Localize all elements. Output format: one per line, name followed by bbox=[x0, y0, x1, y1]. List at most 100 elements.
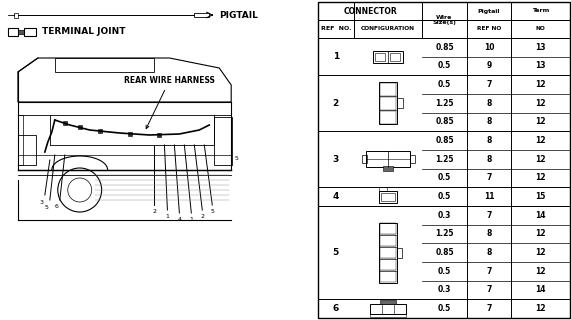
Bar bbox=[127, 132, 131, 136]
Bar bbox=[380, 83, 396, 96]
Text: 3: 3 bbox=[40, 200, 44, 205]
Bar bbox=[380, 223, 396, 234]
Text: 12: 12 bbox=[536, 304, 546, 313]
Text: 5: 5 bbox=[45, 205, 49, 210]
Text: 0.3: 0.3 bbox=[438, 211, 451, 220]
Bar bbox=[376, 53, 385, 61]
Text: 4: 4 bbox=[178, 217, 182, 222]
Text: 0.85: 0.85 bbox=[435, 136, 454, 145]
Bar bbox=[383, 166, 393, 171]
Text: 5: 5 bbox=[234, 156, 238, 161]
Text: NO: NO bbox=[536, 27, 546, 31]
Text: 1: 1 bbox=[333, 52, 339, 61]
Text: 7: 7 bbox=[486, 173, 492, 182]
Text: 4: 4 bbox=[332, 192, 339, 201]
Text: 5: 5 bbox=[333, 248, 339, 257]
Bar bbox=[14, 12, 18, 18]
Bar bbox=[379, 191, 397, 203]
Text: 12: 12 bbox=[536, 136, 546, 145]
Text: 0.5: 0.5 bbox=[438, 192, 451, 201]
Text: 0.5: 0.5 bbox=[438, 80, 451, 89]
Bar bbox=[78, 125, 82, 129]
Bar bbox=[63, 121, 67, 125]
Bar bbox=[379, 223, 397, 283]
Text: 8: 8 bbox=[486, 155, 492, 164]
Text: 13: 13 bbox=[536, 61, 546, 70]
Bar bbox=[380, 247, 396, 258]
Text: 11: 11 bbox=[484, 192, 494, 201]
Text: 1: 1 bbox=[166, 214, 170, 219]
Bar bbox=[18, 135, 36, 165]
Text: CONFIGURATION: CONFIGURATION bbox=[361, 27, 415, 31]
Text: 12: 12 bbox=[536, 117, 546, 126]
Bar bbox=[370, 314, 406, 317]
Bar bbox=[24, 28, 36, 36]
Bar bbox=[379, 187, 387, 191]
Bar bbox=[362, 155, 367, 163]
Text: 2: 2 bbox=[200, 214, 204, 219]
Text: 12: 12 bbox=[536, 173, 546, 182]
Text: 12: 12 bbox=[536, 248, 546, 257]
Bar bbox=[373, 51, 403, 63]
Text: REF NO: REF NO bbox=[477, 27, 501, 31]
Text: 8: 8 bbox=[486, 117, 492, 126]
Text: 0.3: 0.3 bbox=[438, 285, 451, 294]
Bar bbox=[214, 117, 232, 165]
Bar bbox=[397, 248, 402, 258]
Text: 6: 6 bbox=[55, 204, 59, 209]
Text: 0.85: 0.85 bbox=[435, 43, 454, 52]
Bar bbox=[8, 28, 18, 36]
Text: 7: 7 bbox=[486, 80, 492, 89]
Text: 12: 12 bbox=[536, 267, 546, 276]
Bar bbox=[410, 155, 415, 163]
Text: 12: 12 bbox=[536, 99, 546, 108]
Text: TERMINAL JOINT: TERMINAL JOINT bbox=[42, 28, 126, 36]
Text: 8: 8 bbox=[486, 99, 492, 108]
Text: 0.5: 0.5 bbox=[438, 304, 451, 313]
Text: 2: 2 bbox=[333, 99, 339, 108]
Bar bbox=[391, 53, 400, 61]
Text: 0.5: 0.5 bbox=[438, 267, 451, 276]
Bar bbox=[380, 236, 396, 246]
Text: 14: 14 bbox=[536, 285, 546, 294]
Text: 8: 8 bbox=[486, 136, 492, 145]
Text: 3: 3 bbox=[333, 155, 339, 164]
Text: Term: Term bbox=[532, 9, 549, 13]
Text: 7: 7 bbox=[486, 211, 492, 220]
Text: 1: 1 bbox=[190, 217, 193, 222]
Bar bbox=[380, 260, 396, 270]
Bar bbox=[397, 98, 403, 108]
Bar bbox=[55, 58, 155, 72]
Text: 0.85: 0.85 bbox=[435, 248, 454, 257]
Bar bbox=[381, 193, 395, 201]
Text: Pigtail: Pigtail bbox=[478, 9, 500, 13]
Text: 1.25: 1.25 bbox=[435, 229, 454, 238]
Bar bbox=[366, 151, 410, 167]
Text: 10: 10 bbox=[484, 43, 494, 52]
Text: 1.25: 1.25 bbox=[435, 155, 454, 164]
Bar bbox=[158, 133, 162, 137]
Bar bbox=[18, 115, 23, 165]
Bar bbox=[380, 97, 396, 110]
Bar bbox=[18, 30, 24, 34]
Text: 12: 12 bbox=[536, 155, 546, 164]
Text: 7: 7 bbox=[486, 285, 492, 294]
Text: 14: 14 bbox=[536, 211, 546, 220]
Bar bbox=[379, 82, 397, 124]
Bar bbox=[194, 13, 210, 17]
Bar bbox=[380, 300, 396, 304]
Text: 0.5: 0.5 bbox=[438, 173, 451, 182]
Text: REAR WIRE HARNESS: REAR WIRE HARNESS bbox=[124, 76, 215, 129]
Text: Wire
Size(s): Wire Size(s) bbox=[432, 15, 456, 25]
Text: 8: 8 bbox=[486, 229, 492, 238]
Text: 0.5: 0.5 bbox=[438, 61, 451, 70]
Text: 2: 2 bbox=[152, 209, 156, 214]
Text: 6: 6 bbox=[333, 304, 339, 313]
Text: 1.25: 1.25 bbox=[435, 99, 454, 108]
Text: 7: 7 bbox=[486, 304, 492, 313]
Text: 13: 13 bbox=[536, 43, 546, 52]
Text: 8: 8 bbox=[486, 248, 492, 257]
Bar bbox=[98, 129, 102, 133]
Bar bbox=[380, 111, 396, 124]
Text: REF  NO.: REF NO. bbox=[320, 27, 351, 31]
